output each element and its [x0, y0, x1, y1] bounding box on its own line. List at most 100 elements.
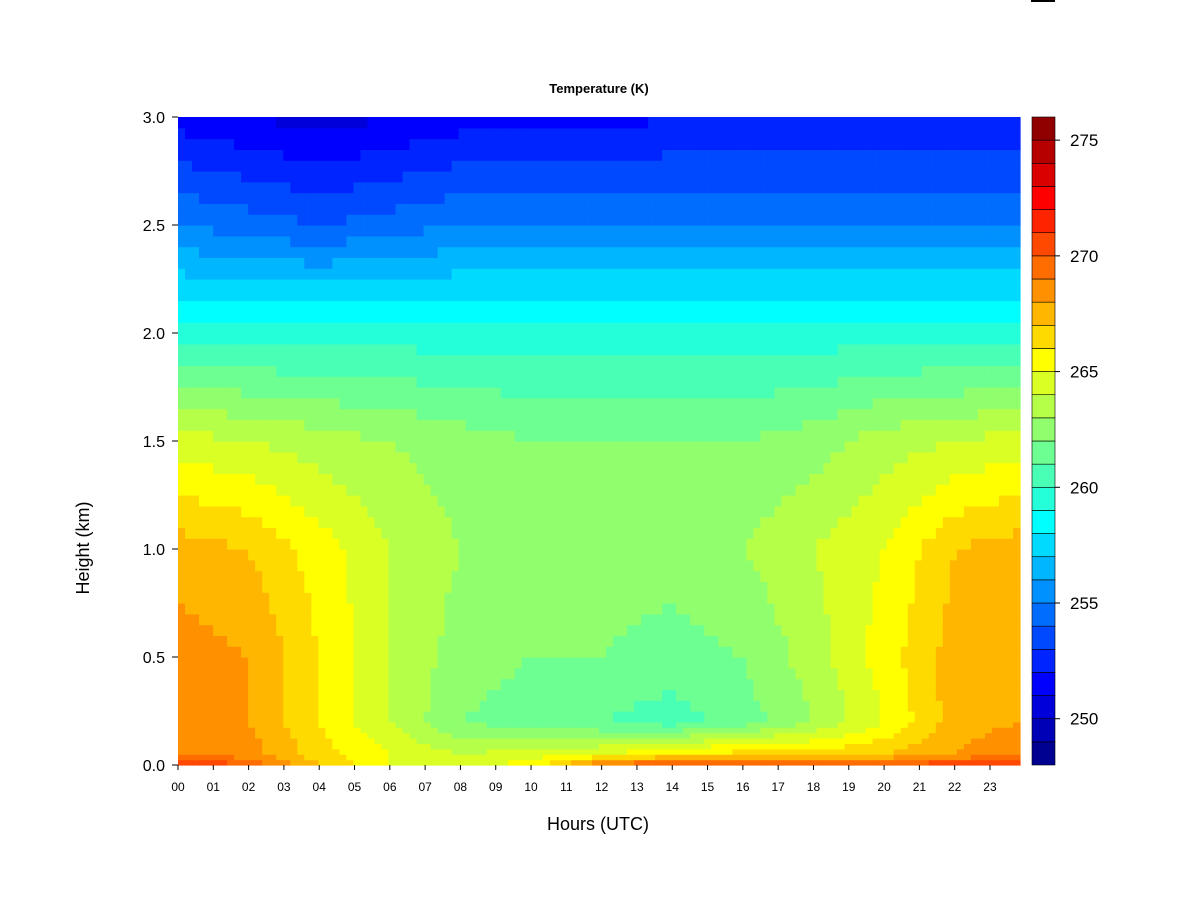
heatmap-cell	[213, 149, 221, 161]
heatmap-cell	[655, 667, 663, 680]
heatmap-cell	[220, 462, 228, 474]
heatmap-cell	[241, 451, 249, 464]
heatmap-cell	[178, 117, 186, 129]
heatmap-cell	[262, 441, 270, 453]
heatmap-cell	[437, 203, 446, 215]
heatmap-cell	[697, 300, 705, 312]
heatmap-cell	[395, 667, 404, 680]
heatmap-cell	[697, 748, 705, 755]
heatmap-cell	[213, 117, 221, 129]
heatmap-cell	[606, 376, 614, 388]
heatmap-cell	[493, 484, 502, 496]
heatmap-cell	[514, 624, 523, 636]
heatmap-cell	[655, 754, 663, 761]
heatmap-cell	[346, 754, 355, 761]
heatmap-cell	[227, 538, 235, 550]
heatmap-cell	[297, 268, 305, 280]
heatmap-cell	[662, 559, 670, 572]
heatmap-cell	[185, 473, 193, 485]
heatmap-cell	[185, 160, 193, 172]
heatmap-cell	[423, 484, 432, 496]
heatmap-cell	[444, 117, 453, 129]
heatmap-cell	[458, 527, 467, 539]
heatmap-cell	[206, 484, 214, 496]
heatmap-cell	[500, 624, 509, 636]
heatmap-cell	[318, 754, 326, 761]
heatmap-cell	[304, 160, 312, 172]
heatmap-cell	[185, 738, 193, 744]
heatmap-cell	[304, 279, 312, 291]
heatmap-cell	[367, 738, 376, 744]
heatmap-cell	[283, 117, 291, 129]
heatmap-cell	[423, 246, 432, 258]
heatmap-cell	[472, 505, 481, 518]
heatmap-cell	[409, 711, 418, 723]
heatmap-cell	[704, 246, 712, 258]
heatmap-cell	[634, 700, 642, 712]
heatmap-cell	[451, 246, 460, 258]
heatmap-cell	[556, 646, 565, 658]
heatmap-cell	[444, 738, 453, 744]
heatmap-cell	[676, 754, 684, 761]
heatmap-cell	[676, 748, 684, 755]
heatmap-cell	[220, 322, 228, 334]
heatmap-cell	[500, 387, 509, 399]
heatmap-cell	[613, 505, 621, 518]
heatmap-cell	[360, 559, 369, 572]
heatmap-cell	[570, 235, 579, 248]
heatmap-cell	[472, 516, 481, 528]
heatmap-cell	[276, 441, 284, 453]
heatmap-cell	[213, 181, 221, 194]
heatmap-cell	[620, 300, 628, 312]
heatmap-cell	[697, 246, 705, 258]
heatmap-cell	[648, 279, 656, 291]
heatmap-cell	[444, 721, 453, 728]
heatmap-cell	[374, 624, 383, 636]
heatmap-cell	[458, 495, 467, 507]
heatmap-cell	[353, 505, 362, 518]
heatmap-cell	[304, 495, 312, 507]
heatmap-cell	[704, 408, 712, 420]
heatmap-cell	[535, 484, 544, 496]
heatmap-cell	[584, 711, 593, 723]
heatmap-cell	[718, 700, 726, 712]
heatmap-cell	[339, 738, 347, 744]
heatmap-cell	[690, 181, 698, 194]
heatmap-cell	[542, 613, 551, 626]
heatmap-cell	[458, 570, 467, 582]
heatmap-cell	[374, 235, 383, 248]
heatmap-cell	[367, 559, 376, 572]
heatmap-cell	[290, 738, 298, 744]
heatmap-cell	[297, 711, 305, 723]
heatmap-cell	[402, 754, 411, 761]
heatmap-cell	[634, 127, 642, 140]
heatmap-cell	[556, 192, 565, 204]
heatmap-cell	[535, 538, 544, 550]
heatmap-cell	[542, 603, 551, 615]
heatmap-cell	[248, 160, 256, 172]
heatmap-cell	[255, 279, 263, 291]
heatmap-cell	[556, 635, 565, 647]
heatmap-cell	[662, 441, 670, 453]
heatmap-cell	[353, 311, 362, 323]
heatmap-cell	[542, 754, 551, 761]
heatmap-cell	[437, 117, 446, 129]
heatmap-cell	[360, 635, 369, 647]
heatmap-cell	[528, 700, 537, 712]
heatmap-cell	[325, 441, 333, 453]
heatmap-cell	[192, 484, 200, 496]
heatmap-cell	[234, 387, 242, 399]
heatmap-cell	[234, 538, 242, 550]
heatmap-cell	[402, 268, 411, 280]
heatmap-cell	[402, 419, 411, 431]
heatmap-cell	[213, 235, 221, 248]
heatmap-cell	[500, 149, 509, 161]
heatmap-cell	[472, 246, 481, 258]
heatmap-cell	[521, 181, 530, 194]
heatmap-cell	[206, 748, 214, 755]
heatmap-cell	[353, 603, 362, 615]
heatmap-cell	[627, 646, 635, 658]
heatmap-cell	[248, 430, 256, 442]
heatmap-cell	[641, 538, 649, 550]
heatmap-cell	[206, 759, 214, 766]
